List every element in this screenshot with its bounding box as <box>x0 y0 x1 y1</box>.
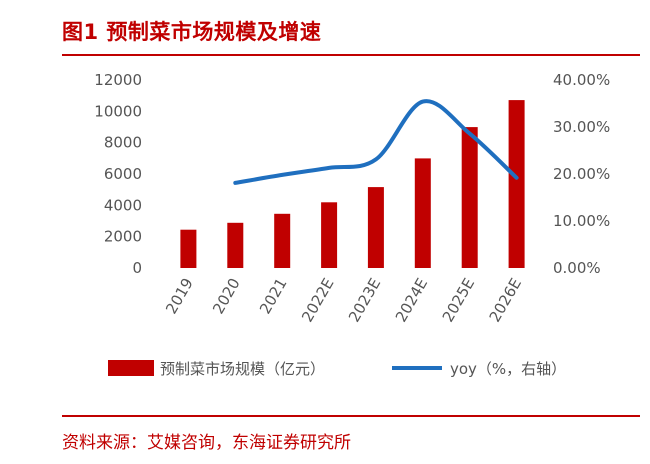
left-tick-label: 12000 <box>94 71 142 89</box>
right-tick-label: 20.00% <box>553 165 610 183</box>
right-tick-label: 10.00% <box>553 212 610 230</box>
x-tick-label: 2023E <box>345 275 384 325</box>
legend: 预制菜市场规模（亿元） yoy（%，右轴） <box>108 360 566 378</box>
legend-line-label: yoy（%，右轴） <box>450 360 566 378</box>
bar-2022E <box>321 202 338 268</box>
title-rule <box>62 54 640 56</box>
figure-title: 图1 预制菜市场规模及增速 <box>62 20 322 44</box>
left-axis-ticks: 0 2000 4000 6000 8000 10000 12000 <box>94 71 142 277</box>
legend-bar-label: 预制菜市场规模（亿元） <box>160 360 325 378</box>
bar-2020 <box>227 222 244 268</box>
x-axis-ticks: 2019 2020 2021 2022E 2023E 2024E 2025E 2026E <box>162 275 525 325</box>
bar-2024E <box>414 158 431 268</box>
bar-2019 <box>180 229 197 268</box>
bar-2026E <box>508 100 525 268</box>
x-tick-label: 2020 <box>209 275 244 317</box>
source-note: 资料来源：艾媒咨询，东海证券研究所 <box>62 433 351 453</box>
source-rule <box>62 415 640 417</box>
left-tick-label: 2000 <box>104 228 142 246</box>
left-tick-label: 0 <box>132 259 142 277</box>
left-tick-label: 6000 <box>104 165 142 183</box>
yoy-line <box>233 99 519 185</box>
x-tick-label: 2026E <box>486 275 525 325</box>
x-tick-label: 2022E <box>298 275 337 325</box>
x-tick-label: 2025E <box>439 275 478 325</box>
left-tick-label: 8000 <box>104 134 142 152</box>
right-axis-ticks: 0.00% 10.00% 20.00% 30.00% 40.00% <box>553 71 610 277</box>
bar-series <box>180 100 525 268</box>
right-tick-label: 0.00% <box>553 259 601 277</box>
right-tick-label: 30.00% <box>553 118 610 136</box>
right-tick-label: 40.00% <box>553 71 610 89</box>
x-tick-label: 2024E <box>392 275 431 325</box>
bar-2021 <box>274 213 291 268</box>
bar-2023E <box>367 187 384 268</box>
left-tick-label: 10000 <box>94 102 142 120</box>
legend-bar-swatch <box>108 360 154 376</box>
bar-2025E <box>461 127 478 268</box>
x-tick-label: 2019 <box>162 275 197 317</box>
left-tick-label: 4000 <box>104 196 142 214</box>
x-tick-label: 2021 <box>256 275 291 317</box>
